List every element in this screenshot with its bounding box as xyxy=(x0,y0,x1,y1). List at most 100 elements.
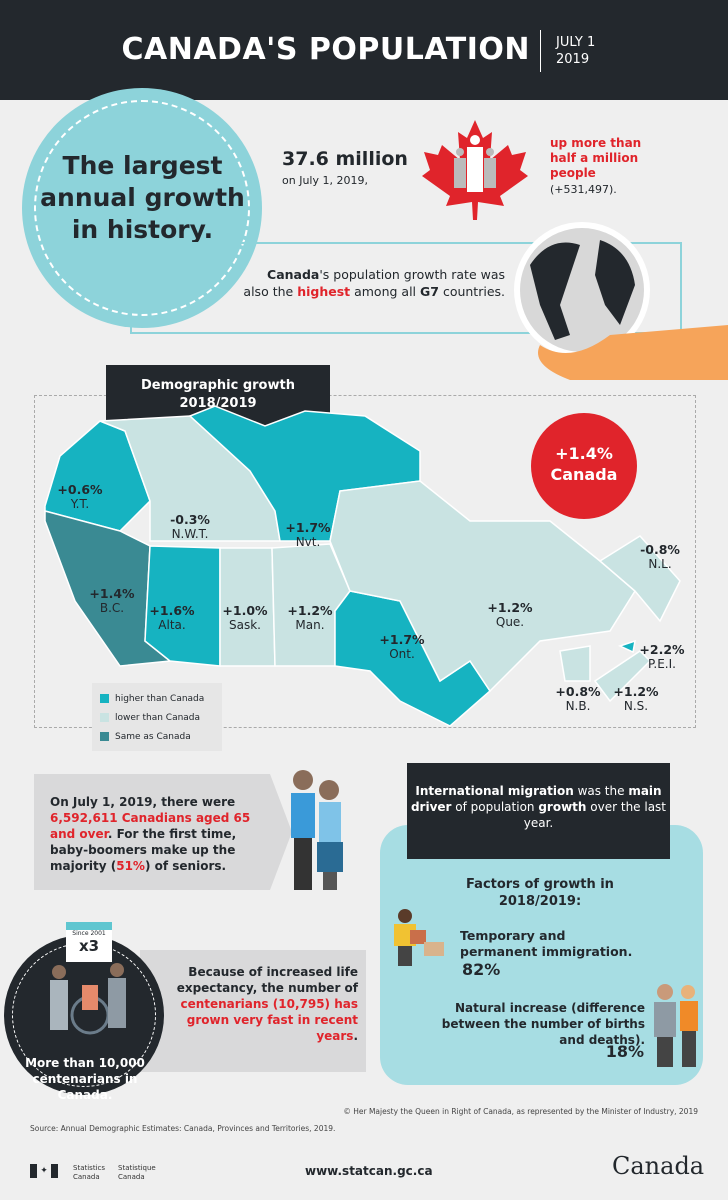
region-que xyxy=(329,480,636,693)
cent-t1: Because of increased life expectancy, th… xyxy=(176,965,358,995)
region-value: +1.7% xyxy=(379,632,425,647)
maple-leaf-people-icon xyxy=(422,120,528,220)
legend-label: Same as Canada xyxy=(115,731,191,742)
g7-frame xyxy=(132,242,682,334)
statcan-fr: Statistique Canada xyxy=(118,1164,156,1181)
natural-increase-label: Natural increase (difference between the… xyxy=(441,1001,645,1047)
region-label: +1.2% Man. xyxy=(275,603,345,633)
times-three: x3 xyxy=(78,937,100,955)
region-label: +0.6% Y.T. xyxy=(45,482,115,512)
region-abbr: Nvt. xyxy=(295,535,321,549)
region-ns xyxy=(593,650,652,703)
g7-end: countries. xyxy=(438,284,505,299)
region-label: -0.3% N.W.T. xyxy=(155,512,225,542)
region-pei xyxy=(617,639,636,654)
seniors-t5: ) of seniors. xyxy=(144,859,227,873)
population-date: on July 1, 2019, xyxy=(282,174,368,187)
g7-text: Canada's population growth rate was also… xyxy=(240,266,505,300)
region-value: +0.6% xyxy=(57,482,103,497)
factors-title: Factors of growth in 2018/2019: xyxy=(466,877,614,909)
mig-b3: growth xyxy=(538,800,587,814)
header-date: JULY 1 2019 xyxy=(556,34,616,68)
canada-growth-badge: +1.4% Canada xyxy=(531,413,637,519)
region-abbr: N.L. xyxy=(648,557,672,571)
legend-swatch xyxy=(100,713,109,722)
globe-in-hand-icon xyxy=(514,222,728,380)
since-2001: Since 2001 xyxy=(72,930,106,937)
region-nl xyxy=(598,535,681,623)
mig-b2: main driver xyxy=(410,784,662,814)
region-value: -0.3% xyxy=(170,512,210,527)
canada-label: Canada xyxy=(550,465,618,484)
elderly-couple-icon xyxy=(291,770,343,890)
region-abbr: Que. xyxy=(495,615,525,629)
region-abbr: N.S. xyxy=(623,699,649,713)
calendar-icon: Since 2001 x3 xyxy=(66,922,112,962)
region-abbr: Alta. xyxy=(158,618,186,632)
legend-item-higher: higher than Canada xyxy=(100,689,214,708)
centenarians-text: Because of increased life expectancy, th… xyxy=(140,950,366,1072)
mig-t1: was the xyxy=(573,784,629,798)
headline: The largest annual growth in history. xyxy=(40,151,245,244)
g7-bold: G7 xyxy=(420,284,439,299)
legend-label: higher than Canada xyxy=(115,693,205,704)
migration-headline: International migration was the main dri… xyxy=(407,763,670,859)
region-label: +1.7% Nvt. xyxy=(273,520,343,550)
natural-increase-pct: 18% xyxy=(605,1042,644,1061)
region-value: -0.8% xyxy=(640,542,680,557)
region-label: +2.2% P.E.I. xyxy=(627,642,697,672)
seniors-t3: . For the first time, baby-boomers make … xyxy=(50,827,237,873)
increase-text: up more than half a million people xyxy=(550,136,642,180)
page-title: CANADA'S POPULATION xyxy=(121,32,530,67)
map-frame xyxy=(34,395,696,728)
region-abbr: Sask. xyxy=(229,618,261,632)
statcan-en: Statistics Canada xyxy=(73,1164,105,1181)
legend-label: lower than Canada xyxy=(115,712,201,723)
region-abbr: Ont. xyxy=(389,647,415,661)
headline-circle-border xyxy=(34,100,250,316)
seniors-arrow xyxy=(270,774,292,890)
region-abbr: N.B. xyxy=(565,699,591,713)
immigrants-icon xyxy=(394,909,444,966)
header-divider xyxy=(540,30,541,72)
legend-item-same: Same as Canada xyxy=(100,727,214,746)
region-value: +1.7% xyxy=(285,520,331,535)
region-value: +1.0% xyxy=(222,603,268,618)
source: Source: Annual Demographic Estimates: Ca… xyxy=(30,1124,336,1133)
region-value: +1.6% xyxy=(149,603,195,618)
region-label: -0.8% N.L. xyxy=(625,542,695,572)
region-value: +1.4% xyxy=(89,586,135,601)
region-label: +0.8% N.B. xyxy=(543,684,613,714)
region-abbr: P.E.I. xyxy=(648,657,676,671)
seniors-pct: 51% xyxy=(116,859,145,873)
region-abbr: N.W.T. xyxy=(171,527,209,541)
region-label: +1.2% Que. xyxy=(475,600,545,630)
region-value: +0.8% xyxy=(555,684,601,699)
region-value: +1.2% xyxy=(287,603,333,618)
immigration-pct: 82% xyxy=(462,960,501,979)
mig-b1: International migration xyxy=(415,784,574,798)
header xyxy=(0,0,728,100)
centenarians-circle-text: More than 10,000 centenarians in Canada. xyxy=(25,1056,145,1102)
immigration-label: Temporary and permanent immigration. xyxy=(460,928,633,959)
seniors-t1: On July 1, 2019, there were xyxy=(50,795,236,809)
map-legend: higher than Canada lower than Canada Sam… xyxy=(92,683,222,751)
region-abbr: Y.T. xyxy=(70,497,90,511)
mig-t3: over the last year. xyxy=(523,800,667,830)
legend-swatch xyxy=(100,732,109,741)
g7-mid: 's population growth rate was also the xyxy=(243,267,505,299)
family-icon xyxy=(654,984,698,1067)
website-link[interactable]: www.statcan.gc.ca xyxy=(305,1164,433,1178)
g7-post: among all xyxy=(350,284,420,299)
g7-canada: Canada xyxy=(267,267,320,282)
date-line-2: 2019 xyxy=(556,52,590,67)
seniors-text: On July 1, 2019, there were 6,592,611 Ca… xyxy=(34,774,270,890)
mig-t2: of population xyxy=(451,800,539,814)
region-label: +1.4% B.C. xyxy=(77,586,147,616)
date-line-1: JULY 1 xyxy=(556,35,596,50)
g7-frame-top xyxy=(132,242,682,244)
region-abbr: B.C. xyxy=(99,601,125,615)
copyright: © Her Majesty the Queen in Right of Cana… xyxy=(343,1107,698,1116)
g7-frame-left xyxy=(130,242,132,334)
region-alta xyxy=(144,545,221,667)
